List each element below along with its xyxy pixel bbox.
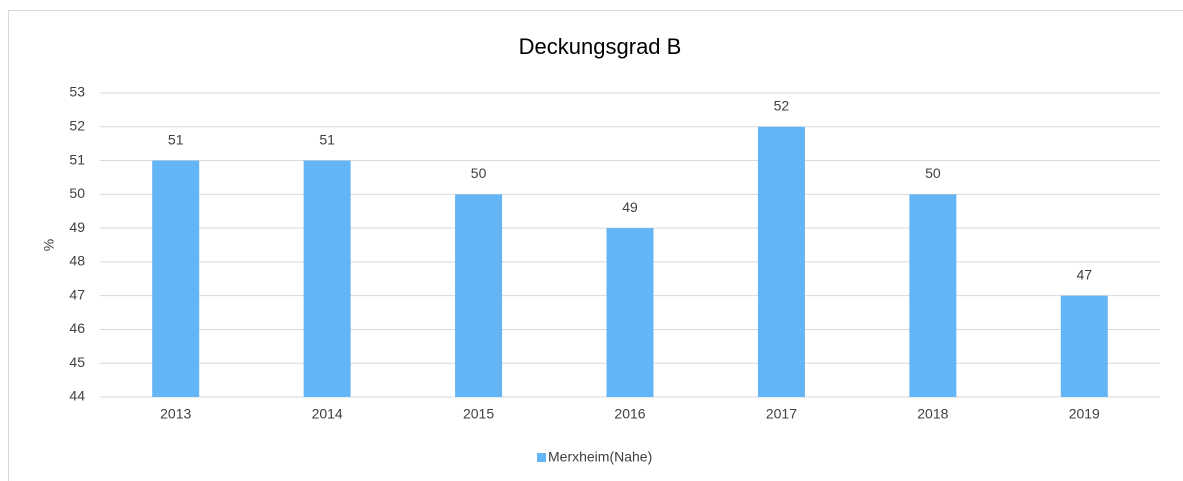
data-label: 47 (1076, 266, 1092, 282)
x-tick-label: 2018 (917, 406, 948, 422)
bar (909, 194, 957, 397)
x-tick-label: 2015 (463, 406, 494, 422)
x-tick-label: 2013 (160, 406, 191, 422)
x-tick-label: 2014 (312, 406, 343, 422)
legend-label: Merxheim(Nahe) (548, 449, 652, 465)
y-tick-label: 52 (69, 117, 85, 133)
data-label: 50 (925, 165, 941, 181)
bar (1060, 295, 1108, 397)
chart-title: Deckungsgrad B (519, 34, 682, 59)
data-label: 51 (319, 131, 335, 147)
data-label: 49 (622, 199, 638, 215)
y-tick-label: 47 (69, 286, 85, 302)
bar (455, 194, 503, 397)
data-label: 50 (471, 165, 487, 181)
x-tick-label: 2016 (614, 406, 645, 422)
y-tick-label: 49 (69, 219, 85, 235)
y-tick-label: 53 (69, 84, 85, 100)
y-axis-label: % (41, 239, 57, 251)
y-tick-label: 48 (69, 253, 85, 269)
bar (757, 126, 805, 398)
x-tick-label: 2019 (1069, 406, 1100, 422)
data-label: 52 (774, 97, 790, 113)
y-tick-label: 51 (69, 151, 85, 167)
y-tick-label: 46 (69, 320, 85, 336)
legend-swatch (537, 453, 546, 462)
bar (606, 228, 654, 397)
y-tick-label: 50 (69, 185, 85, 201)
x-tick-label: 2017 (766, 406, 797, 422)
bar (152, 160, 200, 397)
data-label: 51 (168, 131, 184, 147)
chart-border (8, 10, 1183, 481)
y-tick-label: 45 (69, 354, 85, 370)
bar (303, 160, 351, 397)
y-tick-label: 44 (69, 388, 85, 404)
